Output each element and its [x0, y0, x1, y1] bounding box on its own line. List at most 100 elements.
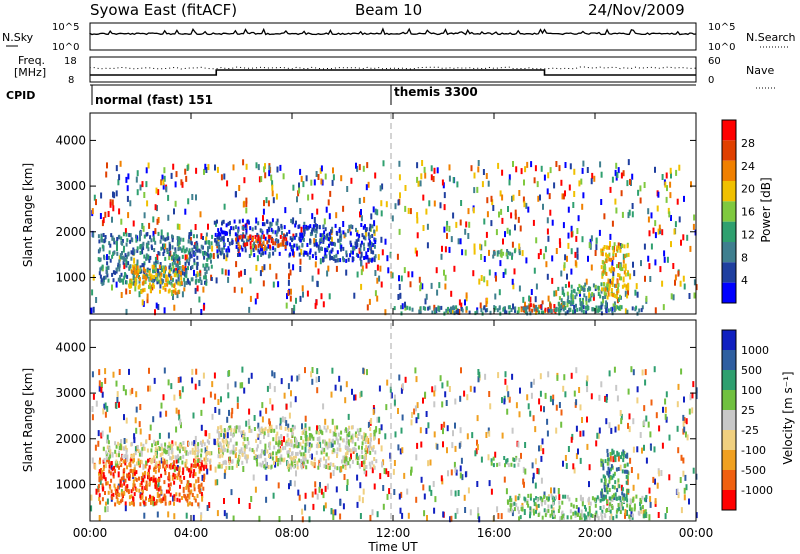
range-cell: [551, 277, 554, 284]
range-cell: [327, 265, 330, 272]
range-cell: [606, 448, 609, 453]
range-cell: [185, 485, 188, 490]
xtick-label: 08:00: [275, 526, 310, 540]
range-cell: [202, 478, 205, 482]
range-cell: [235, 441, 238, 446]
range-cell: [505, 459, 508, 464]
range-cell: [546, 217, 549, 224]
range-cell: [362, 165, 365, 172]
range-cell: [443, 269, 445, 276]
range-cell: [157, 487, 160, 492]
range-cell: [235, 244, 238, 249]
range-cell: [238, 185, 241, 191]
range-cell: [106, 481, 109, 486]
range-cell: [100, 266, 103, 271]
range-cell: [352, 250, 354, 255]
range-cell: [339, 258, 342, 263]
range-cell: [299, 295, 302, 302]
range-cell: [624, 308, 627, 315]
range-cell: [118, 234, 121, 239]
range-cell: [334, 258, 337, 263]
range-cell: [467, 233, 470, 239]
range-cell: [279, 440, 282, 445]
range-cell: [627, 252, 630, 257]
range-cell: [477, 160, 480, 166]
range-cell: [588, 515, 591, 520]
range-cell: [148, 282, 151, 287]
range-cell: [654, 498, 657, 505]
range-cell: [189, 450, 192, 455]
range-cell: [340, 244, 343, 249]
range-cell: [540, 455, 543, 462]
range-cell: [331, 179, 334, 186]
range-cell: [544, 392, 547, 399]
range-cell: [243, 432, 246, 437]
range-cell: [344, 397, 347, 404]
range-cell: [422, 225, 425, 231]
range-cell: [661, 280, 664, 287]
range-cell: [372, 409, 375, 415]
range-cell: [546, 418, 549, 425]
range-cell: [315, 444, 318, 448]
range-cell: [657, 228, 660, 235]
range-cell: [434, 385, 437, 392]
range-cell: [113, 465, 116, 470]
range-cell: [344, 454, 347, 459]
range-cell: [549, 395, 552, 402]
range-cell: [130, 278, 133, 283]
range-cell: [476, 481, 479, 487]
range-cell: [105, 462, 107, 469]
range-cell: [288, 442, 291, 447]
range-cell: [603, 282, 606, 287]
range-cell: [175, 459, 178, 464]
range-cell: [334, 384, 337, 391]
range-cell: [603, 484, 606, 489]
range-cell: [237, 247, 240, 252]
range-cell: [349, 240, 352, 245]
range-cell: [368, 298, 371, 305]
range-cell: [176, 446, 179, 451]
range-cell: [255, 217, 258, 224]
colorbar-frame: [721, 329, 737, 511]
range-cell: [539, 194, 541, 201]
range-cell: [496, 462, 499, 467]
range-cell: [415, 376, 418, 383]
range-cell: [376, 416, 379, 423]
range-cell: [286, 442, 289, 447]
range-cell: [450, 489, 453, 496]
range-cell: [187, 441, 190, 446]
range-cell: [165, 186, 168, 193]
range-cell: [593, 497, 596, 502]
range-cell: [628, 426, 631, 433]
range-cell: [505, 252, 508, 257]
range-cell: [635, 494, 638, 499]
range-cell: [148, 367, 150, 374]
range-cell: [335, 265, 338, 272]
range-cell: [149, 385, 152, 392]
range-cell: [567, 295, 570, 300]
range-cell: [275, 273, 278, 280]
range-cell: [549, 167, 552, 174]
range-cell: [118, 401, 120, 408]
range-cell: [109, 201, 112, 208]
range-cell: [148, 474, 151, 479]
range-cell: [263, 166, 266, 173]
range-cell: [557, 488, 560, 494]
range-cell: [240, 287, 243, 294]
range-cell: [682, 275, 685, 282]
range-cell: [137, 461, 140, 466]
range-cell: [360, 240, 363, 245]
range-cell: [205, 236, 208, 243]
range-cell: [314, 251, 317, 256]
range-cell: [218, 432, 221, 437]
range-cell: [348, 448, 351, 453]
range-cell: [643, 497, 646, 502]
range-cell: [204, 271, 207, 276]
range-cell: [148, 284, 150, 289]
range-cell: [263, 200, 265, 207]
range-cell: [683, 283, 686, 290]
range-cell: [133, 453, 135, 458]
range-cell: [324, 418, 327, 425]
range-cell: [568, 307, 571, 312]
range-cell: [631, 306, 634, 311]
